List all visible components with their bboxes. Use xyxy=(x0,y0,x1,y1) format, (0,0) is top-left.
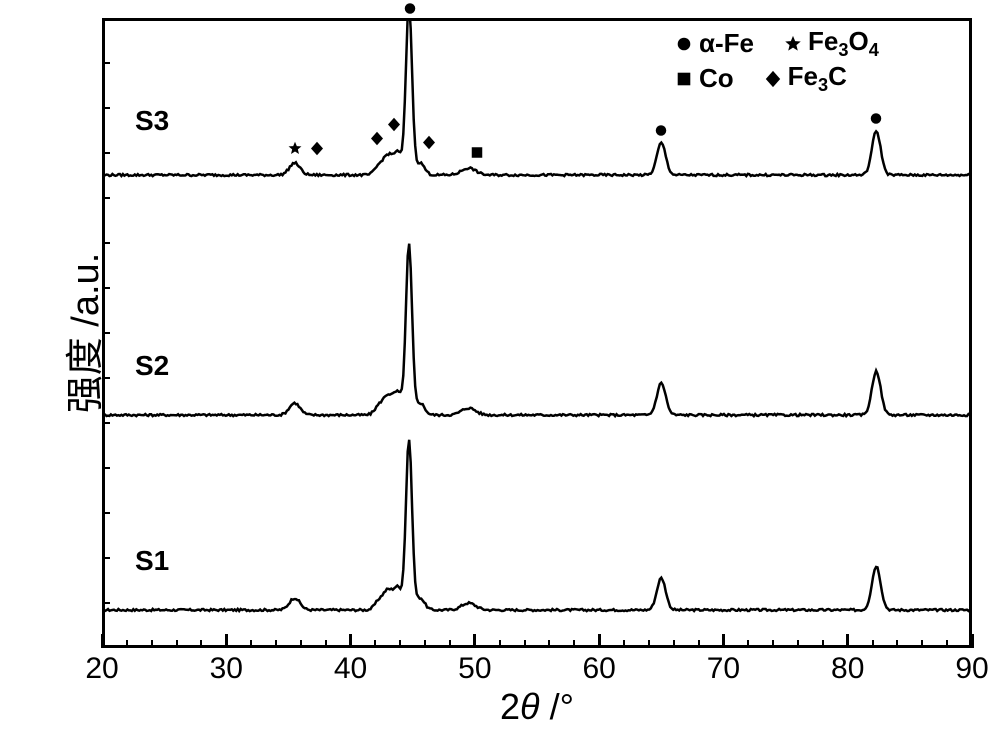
legend-label: α-Fe xyxy=(699,28,754,59)
y-tick-minor xyxy=(102,557,110,559)
traces-svg xyxy=(102,18,972,648)
x-tick-minor xyxy=(573,640,575,648)
x-tick-minor xyxy=(648,640,650,648)
x-tick-minor xyxy=(449,640,451,648)
diamond-marker xyxy=(369,131,384,151)
legend-row: α-Fe Fe3O4 xyxy=(675,26,879,61)
diamond-marker xyxy=(421,135,436,155)
xrd-trace xyxy=(102,244,972,416)
star-marker xyxy=(287,141,302,161)
y-axis-label: 强度 /a.u. xyxy=(54,253,109,414)
x-tick-minor xyxy=(548,640,550,648)
x-tick-minor xyxy=(673,640,675,648)
legend: α-Fe Fe3O4 Co Fe3C xyxy=(675,26,879,96)
panel-label-S2: S2 xyxy=(135,350,169,382)
circle-marker xyxy=(403,1,418,21)
x-tick-minor xyxy=(698,640,700,648)
circle-marker xyxy=(654,123,669,143)
legend-row: Co Fe3C xyxy=(675,61,879,96)
circle-marker xyxy=(869,111,884,131)
x-tick-major xyxy=(846,634,849,648)
x-tick-minor xyxy=(822,640,824,648)
x-tick-minor xyxy=(772,640,774,648)
x-tick-minor xyxy=(151,640,153,648)
x-axis-label: 2θ /° xyxy=(500,686,574,728)
diamond-icon xyxy=(764,70,782,88)
plot-area xyxy=(102,18,972,648)
x-tick-minor xyxy=(126,640,128,648)
legend-label: Fe3C xyxy=(788,61,847,96)
legend-item: Fe3C xyxy=(764,61,847,96)
legend-label: Co xyxy=(699,63,734,94)
x-tick-minor xyxy=(499,640,501,648)
panel-label-S1: S1 xyxy=(135,545,169,577)
x-tick-major xyxy=(349,634,352,648)
y-tick-minor xyxy=(102,512,110,514)
star-icon xyxy=(784,35,802,53)
x-tick-label: 90 xyxy=(955,652,988,686)
square-marker xyxy=(470,145,485,165)
panel-label-S3: S3 xyxy=(135,105,169,137)
x-tick-label: 60 xyxy=(582,652,615,686)
x-tick-label: 70 xyxy=(707,652,740,686)
y-tick-minor xyxy=(102,602,110,604)
x-tick-major xyxy=(101,634,104,648)
x-tick-minor xyxy=(424,640,426,648)
x-tick-major xyxy=(598,634,601,648)
y-tick-minor xyxy=(102,62,110,64)
x-tick-minor xyxy=(200,640,202,648)
y-tick-minor xyxy=(102,332,110,334)
xrd-chart: 2θ /° 强度 /a.u. α-Fe Fe3O4 Co Fe3C S1 S2 S3 20 3… xyxy=(0,0,1000,745)
legend-item: Co xyxy=(675,61,734,96)
x-tick-label: 80 xyxy=(831,652,864,686)
xrd-trace xyxy=(102,440,972,611)
x-tick-minor xyxy=(399,640,401,648)
x-tick-minor xyxy=(623,640,625,648)
y-tick-minor xyxy=(102,242,110,244)
x-tick-minor xyxy=(275,640,277,648)
x-tick-label: 20 xyxy=(85,652,118,686)
y-tick-minor xyxy=(102,467,110,469)
diamond-marker xyxy=(310,141,325,161)
y-axis-label-text: 强度 /a.u. xyxy=(65,253,107,414)
x-tick-label: 30 xyxy=(210,652,243,686)
y-tick-minor xyxy=(102,287,110,289)
x-tick-minor xyxy=(946,640,948,648)
y-tick-minor xyxy=(102,197,110,199)
legend-item: α-Fe xyxy=(675,26,754,61)
legend-label: Fe3O4 xyxy=(808,26,879,61)
y-tick-minor xyxy=(102,377,110,379)
circle-icon xyxy=(675,35,693,53)
x-tick-minor xyxy=(176,640,178,648)
x-tick-label: 50 xyxy=(458,652,491,686)
x-tick-minor xyxy=(300,640,302,648)
x-tick-label: 40 xyxy=(334,652,367,686)
x-tick-minor xyxy=(524,640,526,648)
y-tick-minor xyxy=(102,422,110,424)
x-tick-major xyxy=(473,634,476,648)
x-tick-minor xyxy=(921,640,923,648)
x-tick-minor xyxy=(896,640,898,648)
y-tick-minor xyxy=(102,152,110,154)
x-tick-major xyxy=(971,634,974,648)
x-tick-minor xyxy=(747,640,749,648)
x-tick-minor xyxy=(325,640,327,648)
square-icon xyxy=(675,70,693,88)
x-tick-major xyxy=(225,634,228,648)
x-tick-minor xyxy=(250,640,252,648)
legend-item: Fe3O4 xyxy=(784,26,879,61)
x-tick-minor xyxy=(872,640,874,648)
diamond-marker xyxy=(387,117,402,137)
x-tick-major xyxy=(722,634,725,648)
x-tick-minor xyxy=(374,640,376,648)
y-tick-minor xyxy=(102,107,110,109)
x-tick-minor xyxy=(797,640,799,648)
x-axis-label-text: 2θ /° xyxy=(500,686,574,727)
